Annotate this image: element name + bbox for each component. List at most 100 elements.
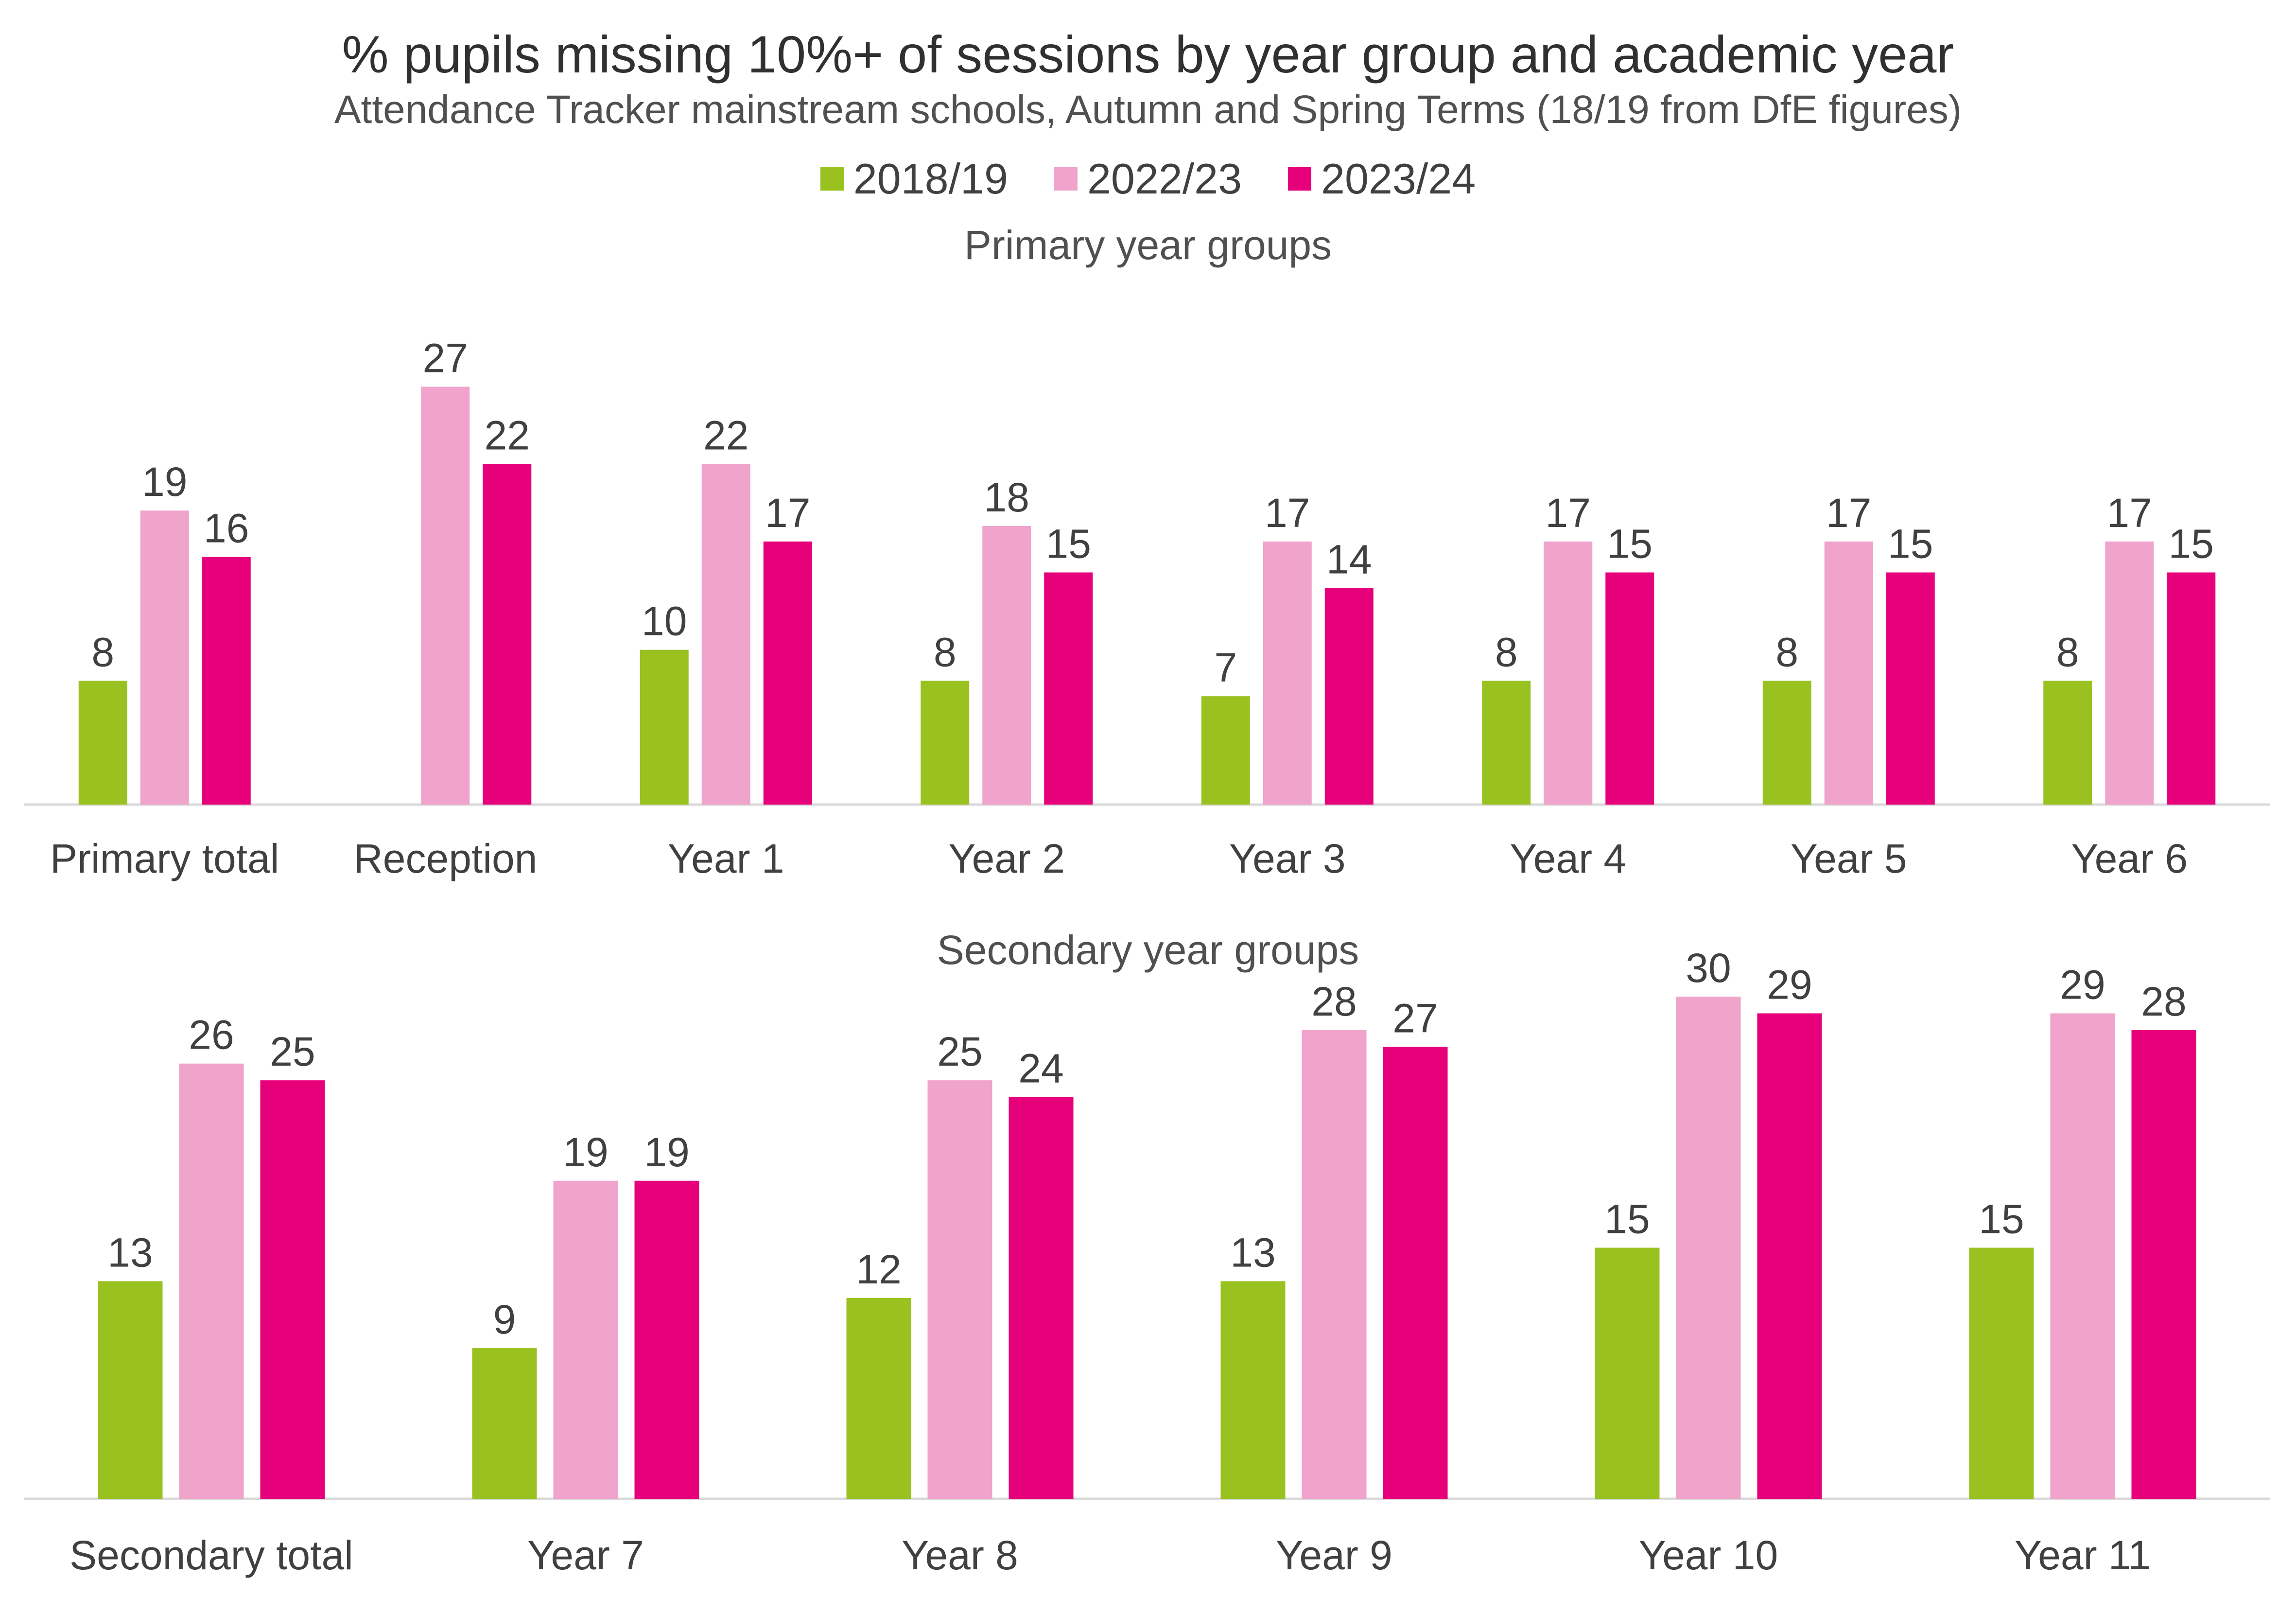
category-label-year-1: Year 1 bbox=[668, 836, 784, 881]
bar-year-6-2018-19 bbox=[2043, 681, 2092, 805]
bar-year-4-2018-19 bbox=[1482, 681, 1531, 805]
data-label-reception-2022-23: 27 bbox=[423, 335, 468, 381]
category-label-year-9: Year 9 bbox=[1276, 1532, 1392, 1578]
bar-year-5-2023-24 bbox=[1886, 572, 1935, 805]
bar-year-8-2023-24 bbox=[1009, 1097, 1074, 1499]
data-label-year-3-2023-24: 14 bbox=[1326, 536, 1372, 582]
bar-year-7-2023-24 bbox=[634, 1180, 699, 1499]
legend-item-2023-24: 2023/24 bbox=[1288, 155, 1476, 203]
bar-year-5-2022-23 bbox=[1824, 541, 1873, 805]
data-label-year-6-2022-23: 17 bbox=[2107, 490, 2152, 536]
category-label-year-8: Year 8 bbox=[902, 1532, 1018, 1578]
data-label-year-6-2018-19: 8 bbox=[2056, 629, 2079, 675]
bar-year-8-2022-23 bbox=[927, 1080, 992, 1499]
data-label-primary-total-2018-19: 8 bbox=[91, 629, 114, 675]
category-label-year-3: Year 3 bbox=[1229, 836, 1346, 881]
data-label-year-4-2018-19: 8 bbox=[1495, 629, 1518, 675]
legend: 2018/19 2022/23 2023/24 bbox=[0, 155, 2296, 203]
bar-year-10-2018-19 bbox=[1595, 1247, 1660, 1499]
bar-year-4-2022-23 bbox=[1544, 541, 1593, 805]
bar-primary-total-2018-19 bbox=[78, 681, 127, 805]
bar-reception-2023-24 bbox=[483, 464, 532, 805]
data-label-year-10-2022-23: 30 bbox=[1686, 945, 1731, 991]
chart-subtitle: Attendance Tracker mainstream schools, A… bbox=[334, 88, 1962, 132]
data-label-year-9-2018-19: 13 bbox=[1230, 1229, 1275, 1275]
chart-title: % pupils missing 10%+ of sessions by yea… bbox=[342, 25, 1954, 84]
data-label-year-4-2022-23: 17 bbox=[1546, 490, 1591, 536]
data-label-year-1-2022-23: 22 bbox=[703, 413, 748, 458]
panel-title-1: Secondary year groups bbox=[937, 927, 1359, 973]
data-label-year-11-2022-23: 29 bbox=[2060, 962, 2105, 1007]
bar-primary-total-2023-24 bbox=[202, 557, 251, 805]
data-label-year-2-2022-23: 18 bbox=[984, 474, 1029, 520]
bar-year-3-2023-24 bbox=[1324, 588, 1374, 805]
data-label-year-10-2018-19: 15 bbox=[1604, 1196, 1650, 1242]
data-label-year-7-2022-23: 19 bbox=[563, 1129, 608, 1175]
data-label-year-7-2018-19: 9 bbox=[493, 1297, 516, 1342]
legend-item-2018-19: 2018/19 bbox=[820, 155, 1008, 203]
data-label-year-3-2022-23: 17 bbox=[1265, 490, 1310, 536]
bar-year-6-2023-24 bbox=[2167, 572, 2216, 805]
data-label-secondary-total-2022-23: 26 bbox=[189, 1012, 234, 1058]
panel-title-0: Primary year groups bbox=[964, 222, 1332, 268]
data-label-year-8-2022-23: 25 bbox=[937, 1029, 982, 1074]
category-label-year-2: Year 2 bbox=[948, 836, 1065, 881]
bar-year-1-2018-19 bbox=[640, 649, 689, 805]
data-label-year-5-2018-19: 8 bbox=[1775, 629, 1798, 675]
bar-year-6-2022-23 bbox=[2105, 541, 2154, 805]
category-label-year-6: Year 6 bbox=[2071, 836, 2188, 881]
bar-year-3-2022-23 bbox=[1263, 541, 1312, 805]
data-label-secondary-total-2023-24: 25 bbox=[270, 1029, 315, 1074]
bar-year-10-2023-24 bbox=[1757, 1013, 1822, 1499]
bar-reception-2022-23 bbox=[421, 386, 470, 805]
legend-label-2023-24: 2023/24 bbox=[1321, 155, 1476, 203]
data-label-year-11-2023-24: 28 bbox=[2141, 979, 2186, 1024]
data-label-year-9-2022-23: 28 bbox=[1311, 979, 1357, 1024]
bar-year-2-2022-23 bbox=[982, 526, 1031, 805]
bar-year-8-2018-19 bbox=[846, 1298, 911, 1499]
data-label-year-2-2023-24: 15 bbox=[1046, 521, 1091, 567]
category-label-year-4: Year 4 bbox=[1510, 836, 1626, 881]
bar-year-3-2018-19 bbox=[1201, 696, 1250, 805]
bar-year-9-2023-24 bbox=[1383, 1047, 1448, 1499]
bar-primary-total-2022-23 bbox=[140, 510, 189, 805]
bar-year-11-2023-24 bbox=[2131, 1030, 2196, 1499]
legend-item-2022-23: 2022/23 bbox=[1054, 155, 1242, 203]
data-label-year-8-2018-19: 12 bbox=[856, 1246, 901, 1292]
data-label-year-5-2023-24: 15 bbox=[1888, 521, 1933, 567]
data-label-year-2-2018-19: 8 bbox=[934, 629, 957, 675]
data-label-year-3-2018-19: 7 bbox=[1214, 645, 1237, 690]
data-label-primary-total-2023-24: 16 bbox=[204, 506, 249, 551]
bar-secondary-total-2022-23 bbox=[179, 1063, 244, 1499]
bar-year-7-2022-23 bbox=[553, 1180, 618, 1499]
bar-year-1-2022-23 bbox=[701, 464, 750, 805]
bar-year-11-2018-19 bbox=[1969, 1247, 2034, 1499]
bar-year-10-2022-23 bbox=[1676, 997, 1741, 1499]
data-label-year-11-2018-19: 15 bbox=[1979, 1196, 2024, 1242]
data-label-year-9-2023-24: 27 bbox=[1392, 995, 1438, 1041]
category-label-year-7: Year 7 bbox=[527, 1532, 644, 1578]
data-label-year-10-2023-24: 29 bbox=[1767, 962, 1812, 1007]
category-label-reception: Reception bbox=[353, 836, 537, 881]
data-label-year-6-2023-24: 15 bbox=[2169, 521, 2214, 567]
data-label-year-1-2018-19: 10 bbox=[642, 598, 687, 644]
data-label-year-5-2022-23: 17 bbox=[1826, 490, 1871, 536]
data-label-reception-2023-24: 22 bbox=[485, 413, 530, 458]
category-label-primary-total: Primary total bbox=[50, 836, 279, 881]
bar-year-9-2022-23 bbox=[1302, 1030, 1367, 1499]
legend-swatch-2018-19 bbox=[820, 167, 844, 191]
category-label-year-5: Year 5 bbox=[1791, 836, 1907, 881]
legend-label-2018-19: 2018/19 bbox=[853, 155, 1008, 203]
bar-secondary-total-2023-24 bbox=[260, 1080, 325, 1499]
data-label-year-4-2023-24: 15 bbox=[1607, 521, 1652, 567]
category-label-secondary-total: Secondary total bbox=[70, 1532, 353, 1578]
data-label-year-1-2023-24: 17 bbox=[765, 490, 810, 536]
bar-year-2-2023-24 bbox=[1044, 572, 1093, 805]
bar-year-2-2018-19 bbox=[921, 681, 970, 805]
bar-year-1-2023-24 bbox=[763, 541, 812, 805]
bar-year-9-2018-19 bbox=[1220, 1281, 1286, 1499]
bar-year-11-2022-23 bbox=[2050, 1013, 2115, 1499]
data-label-year-7-2023-24: 19 bbox=[644, 1129, 689, 1175]
bar-year-5-2018-19 bbox=[1762, 681, 1811, 805]
